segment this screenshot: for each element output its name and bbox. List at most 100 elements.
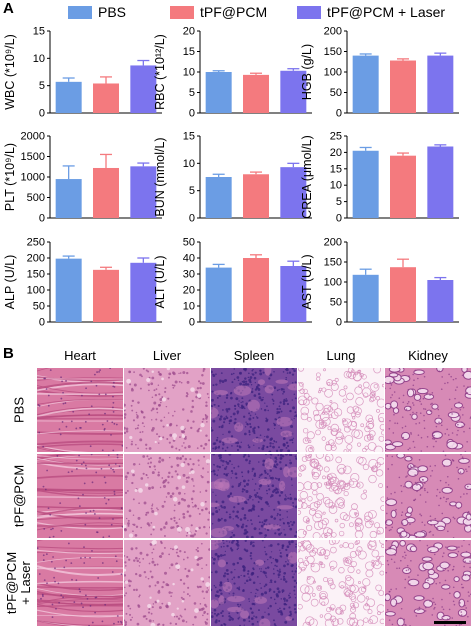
histology-lung-row-3 <box>298 540 384 626</box>
histology-heart-row-2 <box>37 454 123 538</box>
bar <box>243 174 269 218</box>
bar <box>55 179 82 218</box>
y-tick-label: 20 <box>183 26 195 38</box>
histology-spleen-row-2 <box>211 454 297 538</box>
histology-kidney-row-1 <box>385 368 471 452</box>
y-tick-label: 50 <box>33 301 45 313</box>
bar <box>427 146 454 218</box>
col-header-spleen: Spleen <box>233 348 275 363</box>
col-header-heart: Heart <box>64 348 96 363</box>
y-tick-label: 0 <box>189 317 195 329</box>
y-tick-label: 1500 <box>21 151 45 163</box>
histology-liver-row-1 <box>124 368 210 452</box>
col-header-liver: Liver <box>152 348 182 363</box>
histology-kidney-row-2 <box>385 454 471 538</box>
col-header-kidney: Kidney <box>408 348 448 363</box>
histology-heart-row-3 <box>37 540 123 626</box>
chart-7: 0 50 100 150 200 250 ALP (U/L) <box>3 237 162 329</box>
bar <box>205 177 232 218</box>
y-tick-label: 100 <box>324 67 342 79</box>
chart-9: 0 50 100 150 200 AST (U/L) <box>300 237 459 329</box>
y-tick-label: 15 <box>33 26 45 38</box>
y-axis-label: CREA (μmol/L) <box>300 135 314 219</box>
histology-spleen-row-3 <box>211 540 297 626</box>
y-axis-label: ALP (U/L) <box>3 255 17 310</box>
y-tick-label: 5 <box>189 87 195 99</box>
bar <box>352 150 379 218</box>
y-tick-label: 500 <box>27 192 45 204</box>
y-axis-label: PLT (*10⁹/L) <box>3 143 17 211</box>
y-tick-label: 50 <box>330 297 342 309</box>
row-label-pbs-text: PBS <box>11 396 27 424</box>
y-tick-label: 15 <box>183 131 195 143</box>
bar <box>130 166 157 218</box>
row-label-tpf-pcm-laser-text: tPF@PCM + Laser <box>4 551 33 615</box>
y-tick-label: 0 <box>336 317 342 329</box>
y-tick-label: 200 <box>324 237 342 249</box>
y-tick-label: 0 <box>189 108 195 120</box>
legend: PBS tPF@PCM tPF@PCM + Laser <box>0 0 474 26</box>
y-tick-label: 0 <box>336 108 342 120</box>
y-tick-label: 250 <box>27 237 45 249</box>
y-axis-label: ALT (U/L) <box>153 255 167 308</box>
chart-5: 0 5 10 15 BUN (mmol/L) <box>153 131 312 225</box>
histology-heart-row-1 <box>37 368 123 452</box>
row-label-tpf-pcm-laser: tPF@PCM + Laser <box>3 540 35 626</box>
y-tick-label: 15 <box>330 163 342 175</box>
y-tick-label: 5 <box>189 185 195 197</box>
y-tick-label: 5 <box>39 80 45 92</box>
histology-liver-row-2 <box>124 454 210 538</box>
col-header-lung: Lung <box>326 348 356 363</box>
panel-b-label: B <box>3 345 14 362</box>
bar <box>280 266 307 322</box>
bar <box>205 267 232 322</box>
chart-4: 0 500 1000 1500 2000 PLT (*10⁹/L) <box>3 131 162 225</box>
y-tick-label: 20 <box>330 147 342 159</box>
legend-label-tpf-pcm: tPF@PCM <box>200 4 268 20</box>
chart-2: 0 5 10 15 20 RBC (*10¹²/L) <box>153 26 312 120</box>
y-tick-label: 20 <box>183 285 195 297</box>
row-label-pbs: PBS <box>3 368 35 452</box>
bar <box>55 258 82 322</box>
bar <box>390 267 416 322</box>
y-tick-label: 200 <box>27 253 45 265</box>
y-tick-label: 0 <box>39 317 45 329</box>
bar <box>130 262 157 322</box>
y-tick-label: 25 <box>330 131 342 143</box>
bar <box>243 74 269 113</box>
y-axis-label: WBC (*10⁹/L) <box>3 34 17 110</box>
y-tick-label: 15 <box>183 46 195 58</box>
y-axis-label: BUN (mmol/L) <box>153 137 167 216</box>
y-tick-label: 2000 <box>21 131 45 143</box>
y-tick-label: 50 <box>330 87 342 99</box>
bar <box>280 70 307 113</box>
chart-8: 0 10 20 30 40 50 ALT (U/L) <box>153 237 312 329</box>
legend-swatch-tpf-pcm <box>170 6 194 19</box>
y-tick-label: 100 <box>27 285 45 297</box>
blood-biochemistry-charts: 0 5 10 15 WBC (*10⁹/L) 0 5 10 15 20 RBC (*10¹²/L) 0… <box>3 26 459 329</box>
histology-lung-row-2 <box>298 454 384 538</box>
bar <box>55 81 82 113</box>
bar <box>205 72 232 113</box>
bar <box>352 55 379 113</box>
y-axis-label: AST (U/L) <box>300 254 314 309</box>
y-tick-label: 0 <box>39 213 45 225</box>
y-axis-label: RBC (*10¹²/L) <box>153 34 167 110</box>
legend-swatch-pbs <box>68 6 92 19</box>
bar <box>390 155 416 218</box>
y-tick-label: 10 <box>183 301 195 313</box>
histology-grid: Heart Liver Spleen Lung Kidney PBS tPF@P… <box>0 345 474 629</box>
y-tick-label: 40 <box>183 253 195 265</box>
bar <box>93 83 119 113</box>
y-tick-label: 0 <box>189 213 195 225</box>
y-tick-label: 50 <box>183 237 195 249</box>
y-tick-label: 10 <box>183 158 195 170</box>
chart-6: 0 5 10 15 20 25 CREA (μmol/L) <box>300 131 459 225</box>
panel-a-label: A <box>3 0 14 17</box>
bar <box>243 258 269 322</box>
row-label-tpf-pcm: tPF@PCM <box>3 454 35 538</box>
chart-3: 0 50 100 150 200 HGB (g/L) <box>300 26 459 120</box>
bar <box>93 167 119 218</box>
y-tick-label: 10 <box>33 53 45 65</box>
y-tick-label: 100 <box>324 277 342 289</box>
